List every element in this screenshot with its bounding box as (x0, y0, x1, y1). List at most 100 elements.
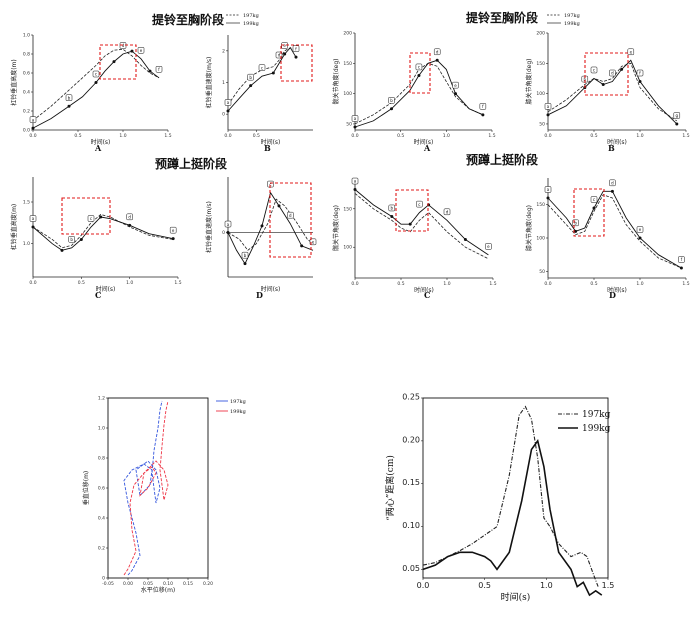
marker-label: c (95, 72, 97, 77)
data-point (592, 206, 596, 210)
marker-label: c (261, 65, 263, 70)
data-point (390, 107, 394, 111)
data-point (546, 113, 550, 117)
x-tick-label: 0.0 (29, 280, 36, 286)
x-tick-label: 0.5 (397, 281, 404, 287)
marker-box (609, 179, 616, 187)
series-199kg (227, 46, 297, 112)
data-point (679, 266, 683, 270)
y-tick-label: 0.6 (23, 71, 30, 77)
marker-label: b (244, 253, 247, 258)
y-tick-label: 0 (222, 112, 225, 118)
marker-label: c (269, 182, 271, 187)
x-tick-label: 0.5 (397, 133, 404, 139)
data-point (638, 80, 642, 83)
x-tick-label: 0.0 (224, 133, 231, 139)
series-199kg (354, 59, 484, 128)
data-point (94, 81, 98, 84)
chart-R_D: 0.0 0.5 1.0 1.5 50 100 150 时间(s) 膝关节角度(deg) a b c d e… (525, 178, 690, 294)
y-axis-label: “两心”距离(cm) (384, 455, 396, 521)
y-tick-label: 100 (536, 91, 545, 97)
legend-199-r: 199kg (564, 21, 581, 27)
data-point (99, 215, 103, 219)
highlight-box (269, 182, 312, 258)
y-axis-label: 杠铃垂直高度(m) (10, 204, 18, 251)
data-point (243, 262, 247, 266)
marker-box (87, 215, 95, 222)
legend-199: 199kg (243, 21, 260, 27)
series-197kg (422, 405, 599, 587)
x-tick-label: 1.5 (174, 280, 181, 286)
data-point (260, 224, 264, 228)
chart-R_B: 0.0 0.5 1.0 1.5 50 100 150 200 时间(s) 膝关节角度(deg) a b… (525, 31, 690, 147)
marker-box (609, 69, 616, 77)
letter-L-D: D (256, 290, 263, 300)
x-tick-label: 1.0 (126, 280, 133, 286)
series-199kg (547, 59, 678, 125)
data-point (353, 188, 357, 192)
x-tick-label: 0.5 (78, 280, 85, 286)
chart-traj: -0.05 0.00 0.05 0.10 0.15 0.20 0 0.2 0.4 0.6 0.8 1.… (82, 396, 247, 595)
letter-L-A: A (94, 143, 102, 153)
y-axis-label: 杠铃垂直速度(m/s) (205, 57, 213, 109)
y-tick-label: 50 (346, 121, 352, 127)
marker-label: f (295, 46, 297, 51)
y-axis-label: 膝关节角度(deg) (525, 59, 533, 105)
y-tick-label: 200 (536, 31, 545, 37)
marker-box (155, 66, 163, 73)
x-tick-label: 0.5 (74, 133, 81, 139)
highlight-box (61, 197, 111, 235)
highlight-box (584, 52, 629, 96)
y-tick-label: 1 (222, 80, 225, 86)
letter-R-B: B (608, 143, 615, 153)
letter-R-D: D (609, 290, 616, 300)
marker-box (258, 64, 266, 71)
marker-label: e (140, 48, 143, 53)
marker-box (241, 251, 249, 259)
y-axis-label: 髋关节角度(deg) (332, 205, 340, 251)
y-tick-label: 100 (343, 91, 352, 97)
x-tick-label: 1.5 (682, 133, 689, 139)
y-tick-label: 150 (536, 202, 545, 208)
x-tick-label: 1.0 (636, 133, 643, 139)
y-tick-label: 0.10 (402, 521, 420, 530)
marker-box (673, 112, 681, 119)
y-tick-label: 0.05 (402, 564, 420, 573)
marker-box (287, 211, 294, 219)
y-tick-label: 150 (343, 61, 352, 67)
marker-label: g (676, 113, 679, 118)
marker-label: d (128, 215, 131, 220)
marker-box (29, 116, 37, 123)
x-tick-label: 1.5 (682, 281, 689, 287)
marker-label: e (454, 83, 457, 88)
x-axis-label: 时间(s) (261, 285, 281, 293)
y-tick-label: 0.8 (98, 456, 105, 462)
x-tick-label: 0.5 (253, 133, 260, 139)
marker-box (452, 81, 459, 89)
legend-197-r: 197kg (564, 13, 581, 19)
marker-box (388, 204, 396, 212)
legend-label-199: 199kg (582, 424, 611, 434)
marker-box (416, 200, 423, 208)
y-tick-label: 100 (536, 236, 545, 242)
marker-label: b (574, 221, 577, 226)
marker-label: d (611, 181, 614, 186)
data-point (390, 214, 394, 218)
marker-box (126, 213, 133, 221)
y-tick-label: 0.4 (23, 90, 30, 96)
y-tick-label: 0.0 (23, 128, 30, 134)
chart-R_A: 0.0 0.5 1.0 1.5 50 100 150 200 时间(s) 髋关节角度(deg) a b… (332, 31, 496, 147)
legend-right-top: 197kg 199kg (547, 13, 581, 27)
chart-L_C: 0.0 0.5 1.0 1.5 1.0 1.5 时间(s) 杠铃垂直高度(m) a b c d e (10, 177, 182, 293)
data-point (31, 225, 35, 229)
chart-L_A: 0.0 0.5 1.0 1.5 0.0 0.2 0.4 0.6 0.8 1.0 时间(s) 杠铃垂直高… (10, 33, 172, 147)
data-point (435, 58, 439, 62)
x-axis-label: 时间(s) (501, 591, 531, 603)
highlight-box (395, 189, 429, 232)
marker-label: d (289, 213, 292, 218)
series-199kg (123, 400, 169, 576)
y-axis-label: 髋关节角度(deg) (332, 59, 340, 105)
marker-label: b (390, 98, 393, 103)
marker-label: e (639, 227, 642, 232)
marker-label: a (547, 187, 550, 192)
